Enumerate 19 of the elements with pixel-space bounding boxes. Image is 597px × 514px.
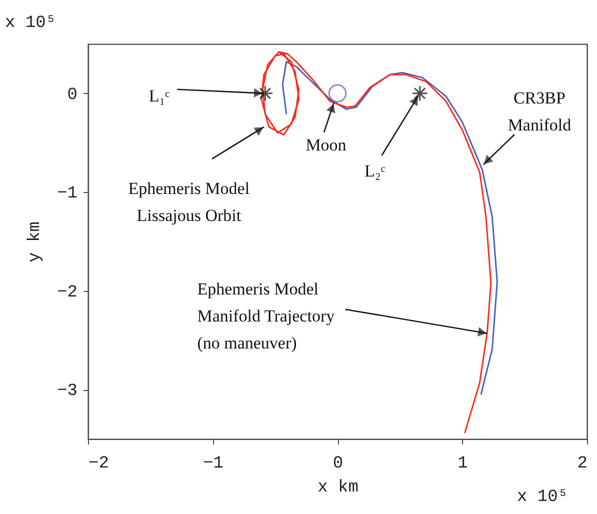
y-tick-label: 0: [67, 86, 78, 105]
y-tick-label: −3: [57, 382, 78, 402]
y-axis-title: y km: [26, 222, 46, 262]
x-tick-label: −2: [88, 454, 109, 474]
text: x 10⁵: [517, 488, 568, 507]
x-tick-label: 2: [577, 454, 588, 474]
x-tick-label: −1: [203, 454, 224, 474]
annotation: L₂ᶜ: [364, 161, 386, 180]
y-tick-label: −1: [57, 184, 78, 204]
x-axis-title: x km: [318, 478, 358, 498]
annotation: Ephemeris Model Manifold Trajectory (no maneuver): [197, 279, 336, 352]
text: x 10⁵: [5, 14, 56, 33]
annotation: Moon: [306, 135, 347, 154]
y-tick-label: −2: [57, 283, 78, 302]
x-tick-label: 1: [458, 454, 468, 474]
annotation: CR3BP Manifold: [508, 88, 572, 134]
x-tick-label: 0: [332, 454, 344, 474]
annotation: Ephemeris Model Lissajous Orbit: [128, 178, 250, 225]
annotation: L₁ᶜ: [148, 86, 170, 106]
